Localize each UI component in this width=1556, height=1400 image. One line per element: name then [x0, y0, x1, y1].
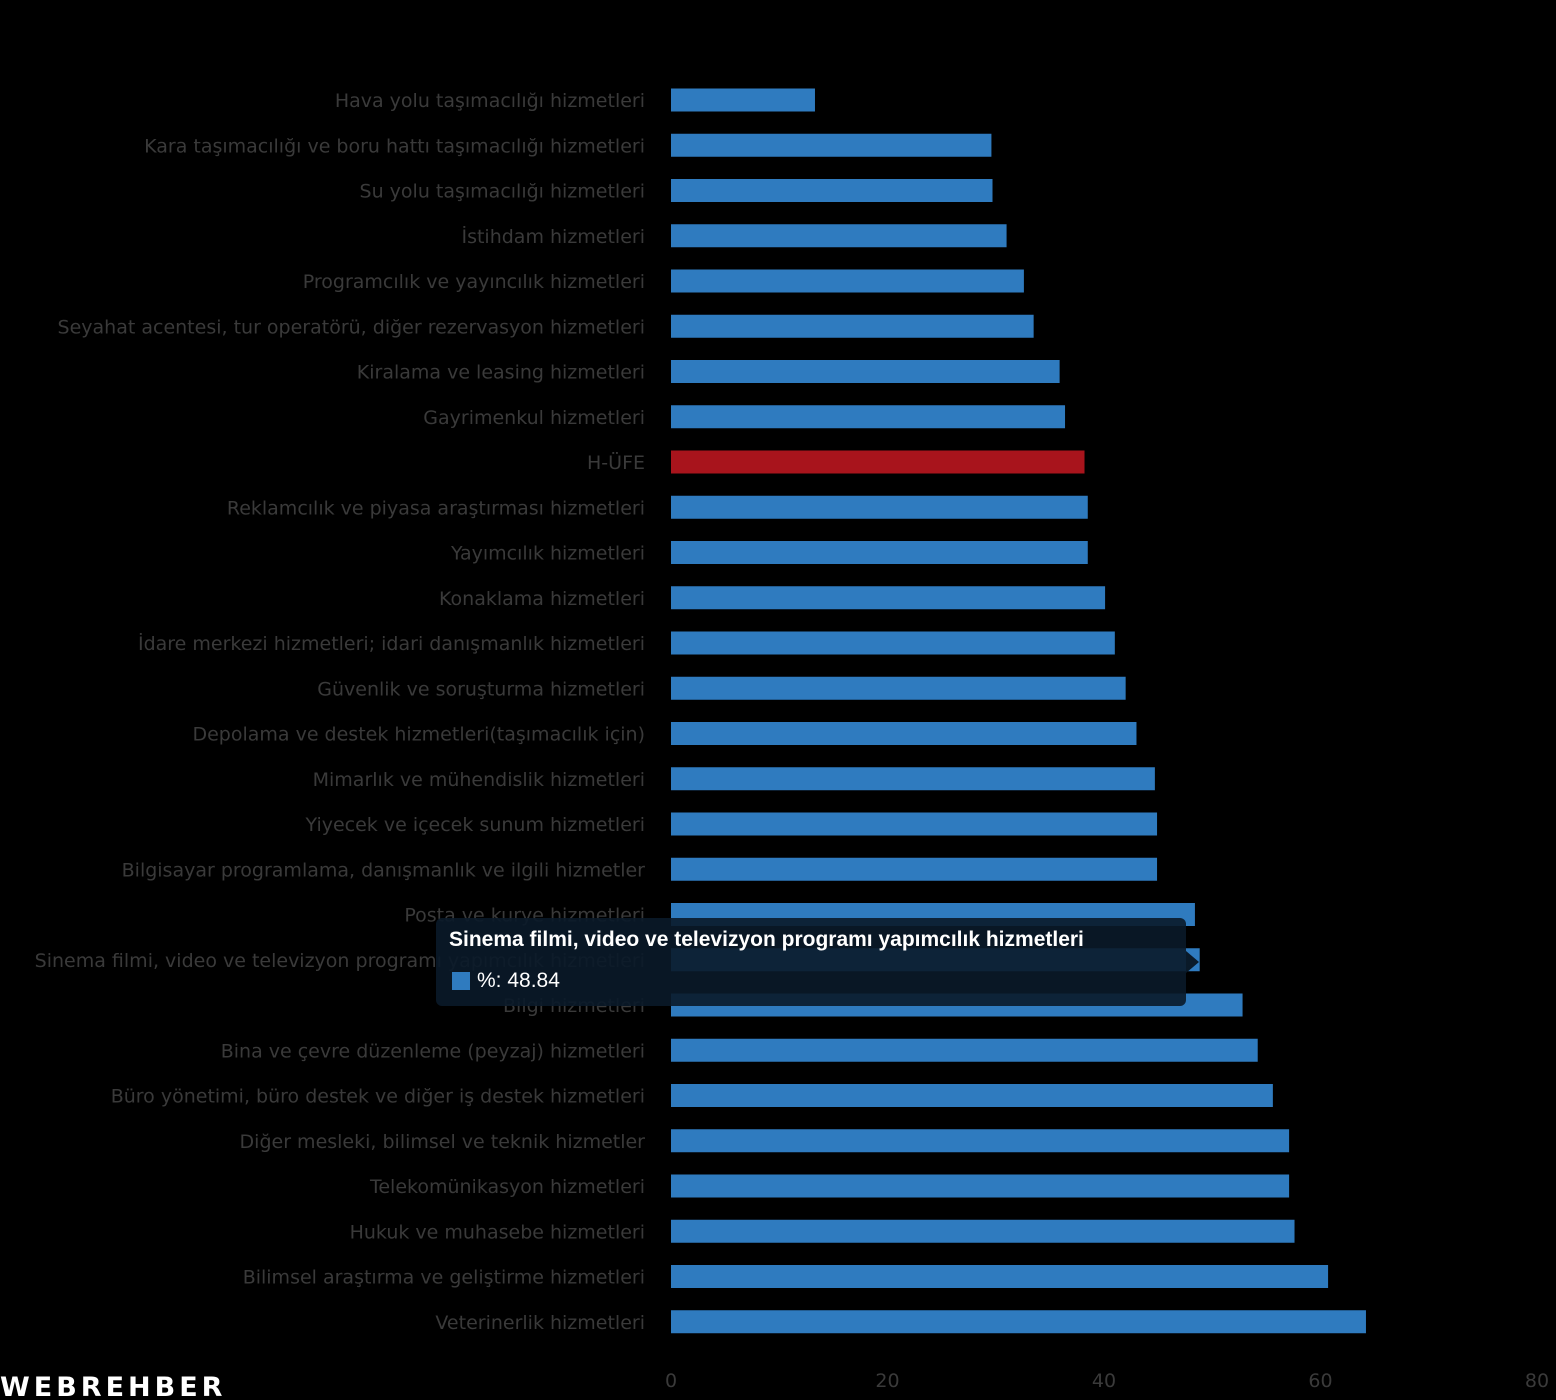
category-label: Bilgisayar programlama, danışmanlık ve i…: [122, 859, 646, 881]
x-tick-label: 0: [665, 1370, 677, 1392]
category-label: Veterinerlik hizmetleri: [435, 1312, 645, 1334]
data-bar[interactable]: [671, 676, 1126, 700]
category-label: İdare merkezi hizmetleri; idari danışman…: [138, 632, 645, 655]
data-bar[interactable]: [671, 269, 1024, 293]
data-bar[interactable]: [671, 586, 1106, 610]
webrehber-logo: WEBREHBER: [0, 1372, 226, 1400]
category-labels: Hava yolu taşımacılığı hizmetleri Kara ta…: [35, 90, 646, 1334]
category-label: Yiyecek ve içecek sunum hizmetleri: [305, 814, 645, 836]
category-label: Telekomünikasyon hizmetleri: [369, 1176, 645, 1198]
category-label: Yayımcılık hizmetleri: [450, 543, 645, 565]
category-label: Büro yönetimi, büro destek ve diğer iş d…: [111, 1086, 645, 1108]
tooltip-background: [436, 918, 1186, 1006]
category-label: Seyahat acentesi, tur operatörü, diğer r…: [58, 316, 645, 338]
data-bar[interactable]: [671, 405, 1066, 429]
x-tick-label: 60: [1308, 1370, 1332, 1392]
category-label: Diğer mesleki, bilimsel ve teknik hizmet…: [240, 1131, 646, 1153]
data-bar[interactable]: [671, 1265, 1329, 1288]
category-label: Bina ve çevre düzenleme (peyzaj) hizmetl…: [221, 1040, 645, 1062]
data-bar[interactable]: [671, 1174, 1290, 1198]
category-label: Kiralama ve leasing hizmetleri: [357, 362, 645, 384]
x-tick-label: 40: [1092, 1370, 1116, 1392]
data-bar[interactable]: [671, 1038, 1258, 1062]
category-label: Hava yolu taşımacılığı hizmetleri: [335, 90, 645, 112]
x-axis-ticks: 0 20 40 60 80: [665, 1370, 1549, 1392]
x-tick-label: 20: [875, 1370, 899, 1392]
category-label: Kara taşımacılığı ve boru hattı taşımacı…: [144, 135, 645, 157]
data-bar[interactable]: [671, 722, 1137, 745]
data-bar[interactable]: [671, 224, 1007, 248]
category-label: Su yolu taşımacılığı hizmetleri: [360, 181, 645, 203]
tooltip-series-swatch: [452, 972, 470, 990]
bars: [671, 88, 1366, 1334]
data-bar[interactable]: [671, 314, 1034, 338]
category-label: Reklamcılık ve piyasa araştırması hizmet…: [227, 497, 645, 519]
x-tick-label: 80: [1525, 1370, 1549, 1392]
data-bar[interactable]: [671, 179, 993, 202]
data-bar[interactable]: [671, 857, 1158, 881]
category-label: İstihdam hizmetleri: [461, 225, 645, 248]
category-label: Bilimsel araştırma ve geliştirme hizmetl…: [243, 1267, 645, 1289]
category-label: Mimarlık ve mühendislik hizmetleri: [313, 769, 645, 791]
data-bar[interactable]: [671, 767, 1155, 791]
category-label: Gayrimenkul hizmetleri: [423, 407, 645, 429]
category-label: Programcılık ve yayıncılık hizmetleri: [303, 271, 645, 293]
data-bar[interactable]: [671, 541, 1088, 564]
data-bar[interactable]: [671, 812, 1158, 836]
data-bar[interactable]: [671, 1084, 1273, 1107]
hover-tooltip: Sinema filmi, video ve televizyon progra…: [436, 918, 1199, 1006]
tooltip-title: Sinema filmi, video ve televizyon progra…: [449, 928, 1084, 951]
data-bar[interactable]: [671, 1129, 1290, 1153]
category-label: Güvenlik ve soruşturma hizmetleri: [317, 678, 645, 700]
category-label: Hukuk ve muhasebe hizmetleri: [350, 1221, 645, 1243]
category-label: H-ÜFE: [587, 451, 645, 474]
data-bar[interactable]: [671, 631, 1115, 655]
tooltip-pointer-icon: [1186, 951, 1199, 973]
data-bar[interactable]: [671, 360, 1060, 383]
logo-text: WEBREHBER: [0, 1372, 226, 1400]
category-label: Konaklama hizmetleri: [439, 588, 645, 610]
data-bar[interactable]: [671, 133, 992, 157]
data-bar[interactable]: [671, 1310, 1366, 1334]
data-bar[interactable]: [671, 1219, 1295, 1243]
data-bar[interactable]: [671, 88, 815, 112]
data-bar[interactable]: [671, 495, 1088, 519]
category-label: Depolama ve destek hizmetleri(taşımacılı…: [192, 724, 645, 746]
highlight-bar[interactable]: [671, 450, 1085, 474]
tooltip-value: %: 48.84: [477, 969, 560, 992]
